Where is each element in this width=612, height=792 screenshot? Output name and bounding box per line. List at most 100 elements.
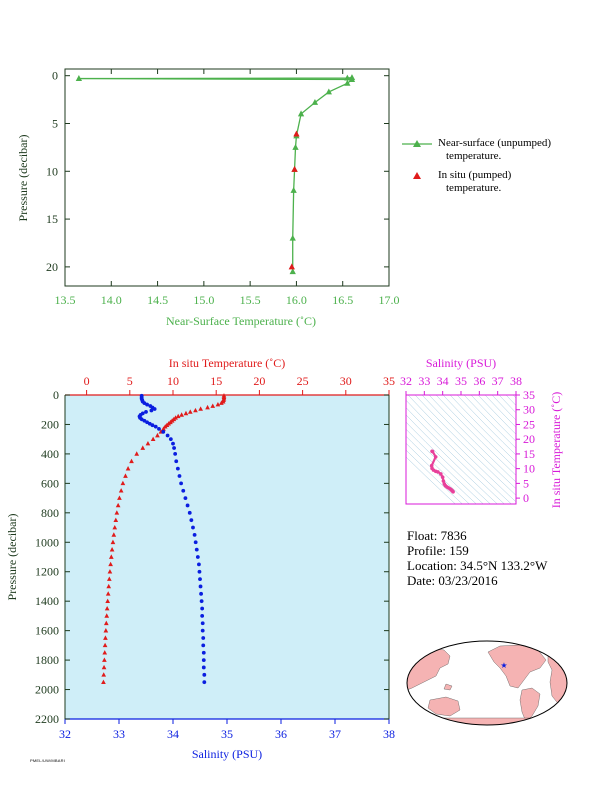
temperature-tick-label: 35 [383,374,395,388]
salinity-tick-label: 33 [113,727,125,741]
temperature-point [106,576,112,581]
pressure-tick-label: 2000 [35,683,59,697]
top-x-tick-label: 16.5 [332,293,353,307]
top-x-tick-label: 13.5 [55,293,76,307]
in-situ-point [288,263,295,270]
pressure-tick-label: 600 [41,476,59,490]
salinity-point [194,547,199,552]
ts-x-tick-label: 36 [473,374,485,388]
pressure-tick-label: 1600 [35,624,59,638]
ts-density-contour [449,395,516,463]
near-surface-point [344,74,351,81]
salinity-point [202,672,207,677]
temperature-point [107,569,113,574]
float-info-panel: Float: 7836 Profile: 159 Location: 34.5°… [407,528,547,588]
temperature-point [106,583,112,589]
salinity-tick-label: 37 [329,727,341,741]
temperature-point [205,404,210,410]
temperature-point [109,547,115,552]
ts-x-tick-label: 38 [510,374,522,388]
pressure-tick-label: 1800 [35,653,59,667]
temperature-tick-label: 25 [297,374,309,388]
world-map: ★ [406,640,568,726]
temperature-point [103,620,109,626]
ts-density-contour [406,456,456,504]
ts-y-tick-label: 10 [523,462,535,476]
near-surface-temperature-line [78,76,354,272]
ts-profile-point [451,490,455,494]
ts-title: Salinity (PSU) [426,356,496,370]
salinity-point [149,408,154,413]
salinity-point [172,446,176,450]
legend-near-surface-line2: temperature. [446,150,502,162]
salinity-point [201,658,206,662]
top-plot-frame [64,68,390,287]
ts-profile-point [440,475,445,479]
temperature-point [104,605,110,611]
top-x-axis-label: Near-Surface Temperature (˚C) [166,314,316,328]
salinity-point [185,503,190,508]
ts-x-tick-label: 32 [400,374,412,388]
near-surface-point [75,75,83,82]
float-id: Float: 7836 [407,528,467,543]
pressure-tick-label: 400 [41,447,59,461]
pressure-tick-label: 800 [41,506,59,520]
ts-density-contour [560,385,612,514]
salinity-point [145,402,149,407]
top-x-tick-label: 15.0 [193,293,214,307]
salinity-point [179,481,184,486]
temperature-point [123,473,128,478]
salinity-point [165,433,170,438]
ts-x-tick-label: 37 [492,374,504,388]
salinity-point [161,429,166,434]
temperature-point [101,664,107,670]
temperature-point [215,401,221,407]
ts-profile-point [430,449,435,454]
ts-density-contour [532,385,612,514]
ts-profile-point [429,463,434,468]
map-border [406,640,568,726]
temperature-point [175,413,181,419]
temperature-point [113,517,119,523]
ts-density-contour [406,449,463,504]
pressure-tick-label: 0 [53,388,59,402]
pressure-tick-label: 1000 [35,535,59,549]
salinity-point [200,614,205,618]
in-situ-point [291,165,298,172]
ts-density-contour [406,407,505,504]
salinity-point [199,599,204,604]
salinity-point [187,510,192,515]
ts-x-tick-label: 35 [455,374,467,388]
near-surface-temperature-chart: 13.5 14.0 14.5 15.0 15.5 16.0 16.5 17.0 0 5 10 15 20… [16,68,400,328]
ts-density-contour [406,399,512,504]
pressure-tick-label: 2200 [35,712,59,726]
near-surface-point [290,186,297,193]
top-x-tick-label: 14.0 [101,293,122,307]
salinity-point [193,540,198,545]
ts-density-contour [406,428,484,504]
legend-line-triangle-icon [402,140,432,147]
salinity-point [199,591,203,596]
float-position-marker: ★ [500,661,507,670]
temperature-point [108,561,113,567]
temperature-point [129,458,134,464]
ts-density-contour [435,395,516,476]
ts-density-contour [525,385,612,514]
ts-density-contour [406,414,498,504]
temperature-point [117,495,122,500]
float-location: Location: 34.5°N 133.2°W [407,558,548,573]
top-y-tick-label: 5 [52,116,58,130]
salinity-point [168,437,173,442]
salinity-point [198,584,203,589]
pressure-tick-label: 1200 [35,565,59,579]
ts-profile-point [436,470,440,474]
ts-y-tick-label: 20 [523,432,535,446]
salinity-point [197,562,201,567]
salinity-point [175,466,180,471]
temperature-point [161,426,166,431]
temperature-tick-label: 20 [253,374,265,388]
salinity-point [195,555,200,559]
temperature-point [103,628,109,633]
top-y-tick-label: 0 [52,69,58,83]
ts-density-contour [428,395,516,483]
